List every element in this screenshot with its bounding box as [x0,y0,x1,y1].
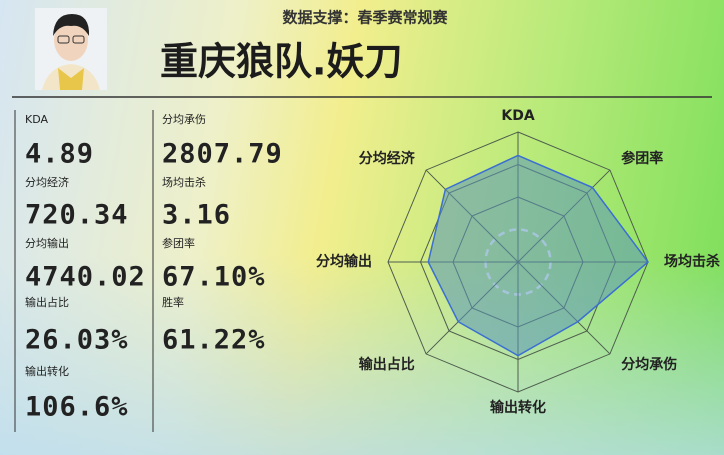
axis-label: 场均击杀 [664,253,720,270]
stat-label: KDA [25,113,48,126]
axis-label: 分均经济 [359,150,416,167]
stat-value: 2807.79 [162,139,283,170]
stat-label: 参团率 [162,236,195,250]
stat-value: 3.16 [162,200,231,231]
axis-label: 分均输出 [316,253,372,270]
stat-label: 分均承伤 [162,113,206,126]
stat-label: 输出占比 [25,295,69,309]
stat-value: 106.6% [25,392,129,423]
stat-label: 输出转化 [25,364,69,378]
stat-value: 720.34 [25,200,129,231]
stat-label: 分均输出 [25,236,69,250]
axis-label: 参团率 [621,150,663,167]
stat-value: 4740.02 [25,262,146,293]
stat-value: 61.22% [162,325,266,356]
radar-area [427,154,650,357]
avatar [35,8,107,90]
axis-label: KDA [501,108,534,124]
axis-label: 输出占比 [359,356,415,373]
player-title: 重庆狼队.妖刀 [160,40,402,84]
stat-label: 场均击杀 [162,175,206,189]
stat-value: 4.89 [25,139,94,170]
axis-label: 分均承伤 [621,356,677,373]
stat-value: 67.10% [162,262,266,293]
stat-label: 胜率 [162,295,184,309]
stat-value: 26.03% [25,325,129,356]
stat-label: 分均经济 [25,175,69,189]
subtitle: 数据支撑：春季赛常规赛 [282,9,448,27]
axis-label: 输出转化 [490,399,546,416]
